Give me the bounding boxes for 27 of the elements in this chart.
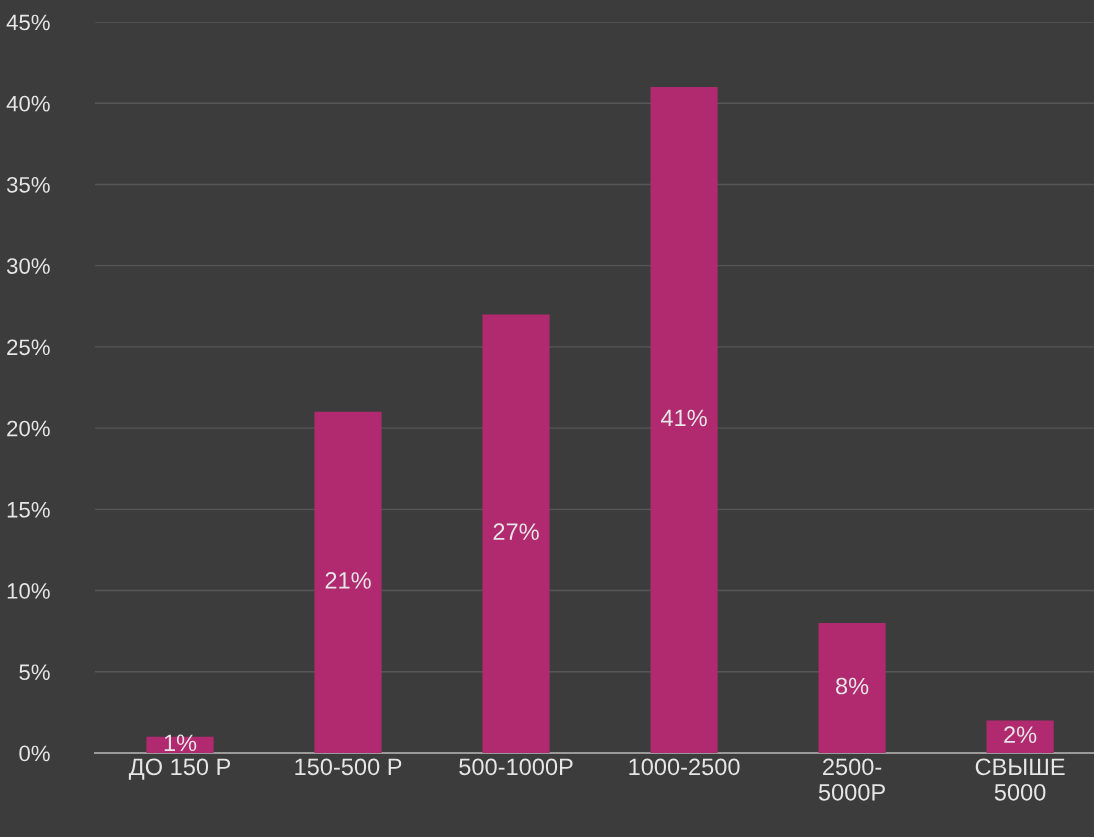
bar — [482, 314, 550, 753]
x-tick-label: 500-1000Р — [459, 758, 573, 776]
y-tick-label: 5% — [19, 664, 50, 681]
bar — [818, 623, 886, 753]
data-label: 1% — [164, 734, 197, 752]
data-label: 8% — [836, 677, 869, 695]
x-tick-label: 1000-2500 — [629, 758, 740, 776]
y-tick-label: 20% — [7, 420, 50, 437]
x-tick-label: СВЫШЕ 5000 — [975, 758, 1065, 801]
bar — [314, 411, 382, 753]
x-tick-label: ДО 150 Р — [128, 758, 231, 780]
y-tick-label: 40% — [6, 95, 50, 112]
y-tick-label: 10% — [7, 583, 50, 599]
y-tick-label: 25% — [7, 339, 50, 356]
y-tick-label: 35% — [6, 176, 50, 193]
data-label: 21% — [325, 572, 371, 589]
x-tick-label: 150-500 Р — [295, 758, 402, 776]
data-label: 41% — [660, 409, 707, 427]
data-label: 27% — [493, 523, 539, 540]
y-tick-label: 45% — [6, 14, 50, 31]
y-tick-label: 30% — [6, 258, 50, 274]
bar — [650, 86, 718, 753]
bar — [986, 720, 1054, 753]
x-tick-label: 2500- 5000Р — [818, 758, 885, 801]
y-tick-label: 0% — [19, 745, 50, 762]
y-tick-label: 15% — [7, 501, 50, 518]
data-label: 2% — [1004, 726, 1037, 743]
